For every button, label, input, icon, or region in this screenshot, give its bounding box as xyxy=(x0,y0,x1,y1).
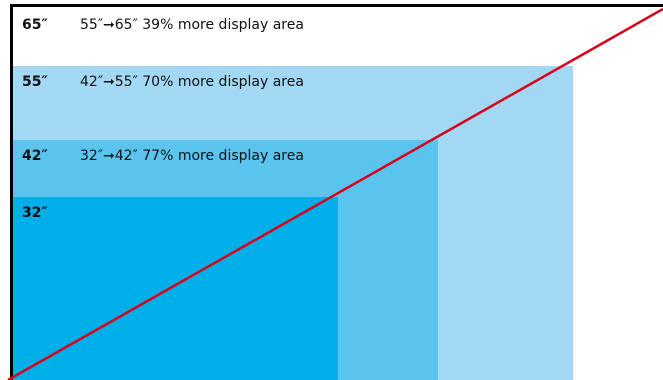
comparison-label-42-55: 42″➞55″ 70% more display area xyxy=(80,74,304,90)
size-label-32: 32″ xyxy=(22,205,48,221)
size-label-65: 65″ xyxy=(22,17,48,33)
comparison-label-32-42: 32″➞42″ 77% more display area xyxy=(80,148,304,164)
comparison-label-55-65: 55″➞65″ 39% more display area xyxy=(80,17,304,33)
outer-frame xyxy=(10,4,663,380)
size-label-55: 55″ xyxy=(22,74,48,90)
size-label-42: 42″ xyxy=(22,148,48,164)
